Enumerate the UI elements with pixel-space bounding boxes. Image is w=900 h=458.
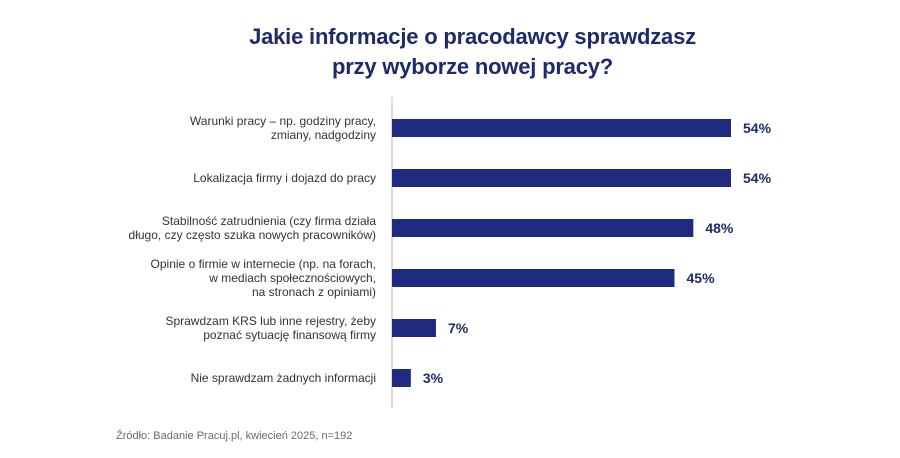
bar-5 — [392, 369, 411, 387]
category-label-4: Sprawdzam KRS lub inne rejestry, żeby poz… — [165, 314, 376, 342]
chart-title-line-1: Jakie informacje o pracodawcy sprawdzasz — [249, 24, 696, 49]
category-label-4-line-1: poznać sytuację finansową firmy — [203, 328, 376, 342]
category-label-4-line-0: Sprawdzam KRS lub inne rejestry, żeby — [165, 314, 376, 328]
category-label-2: Stabilność zatrudnienia (czy firma dział… — [129, 214, 377, 242]
data-label-1: 54% — [743, 170, 772, 186]
category-label-3-line-2: na stronach z opiniami) — [252, 285, 376, 299]
chart-title: Jakie informacje o pracodawcy sprawdzasz… — [0, 22, 900, 82]
chart-source: Źródło: Badanie Pracuj.pl, kwiecień 2025… — [116, 430, 353, 442]
data-label-5: 3% — [423, 370, 444, 386]
data-label-3: 45% — [687, 270, 716, 286]
data-label-0: 54% — [743, 120, 772, 136]
category-label-1-line-0: Lokalizacja firmy i dojazd do pracy — [193, 171, 376, 185]
data-label-2: 48% — [705, 220, 734, 236]
category-label-2-line-1: długo, czy często szuka nowych pracownik… — [129, 228, 376, 242]
data-label-4: 7% — [448, 320, 469, 336]
category-label-2-line-0: Stabilność zatrudnienia (czy firma dział… — [162, 214, 376, 228]
bar-0 — [392, 119, 731, 137]
category-label-5: Nie sprawdzam żadnych informacji — [191, 371, 376, 385]
bar-2 — [392, 219, 694, 237]
bar-4 — [392, 319, 436, 337]
category-label-0-line-0: Warunki pracy – np. godziny pracy, — [190, 114, 376, 128]
category-label-5-line-0: Nie sprawdzam żadnych informacji — [191, 371, 376, 385]
category-label-0-line-1: zmiany, nadgodziny — [271, 128, 376, 142]
category-label-0: Warunki pracy – np. godziny pracy, zmiany… — [190, 114, 376, 142]
category-label-3-line-0: Opinie o firmie w internecie (np. na for… — [151, 257, 376, 271]
category-label-3: Opinie o firmie w internecie (np. na for… — [151, 257, 376, 299]
category-label-1: Lokalizacja firmy i dojazd do pracy — [193, 171, 376, 185]
category-label-3-line-1: w mediach społecznościowych, — [208, 271, 376, 285]
bar-3 — [392, 269, 675, 287]
bar-1 — [392, 169, 731, 187]
chart-title-line-2: przy wyborze nowej pracy? — [331, 54, 614, 79]
